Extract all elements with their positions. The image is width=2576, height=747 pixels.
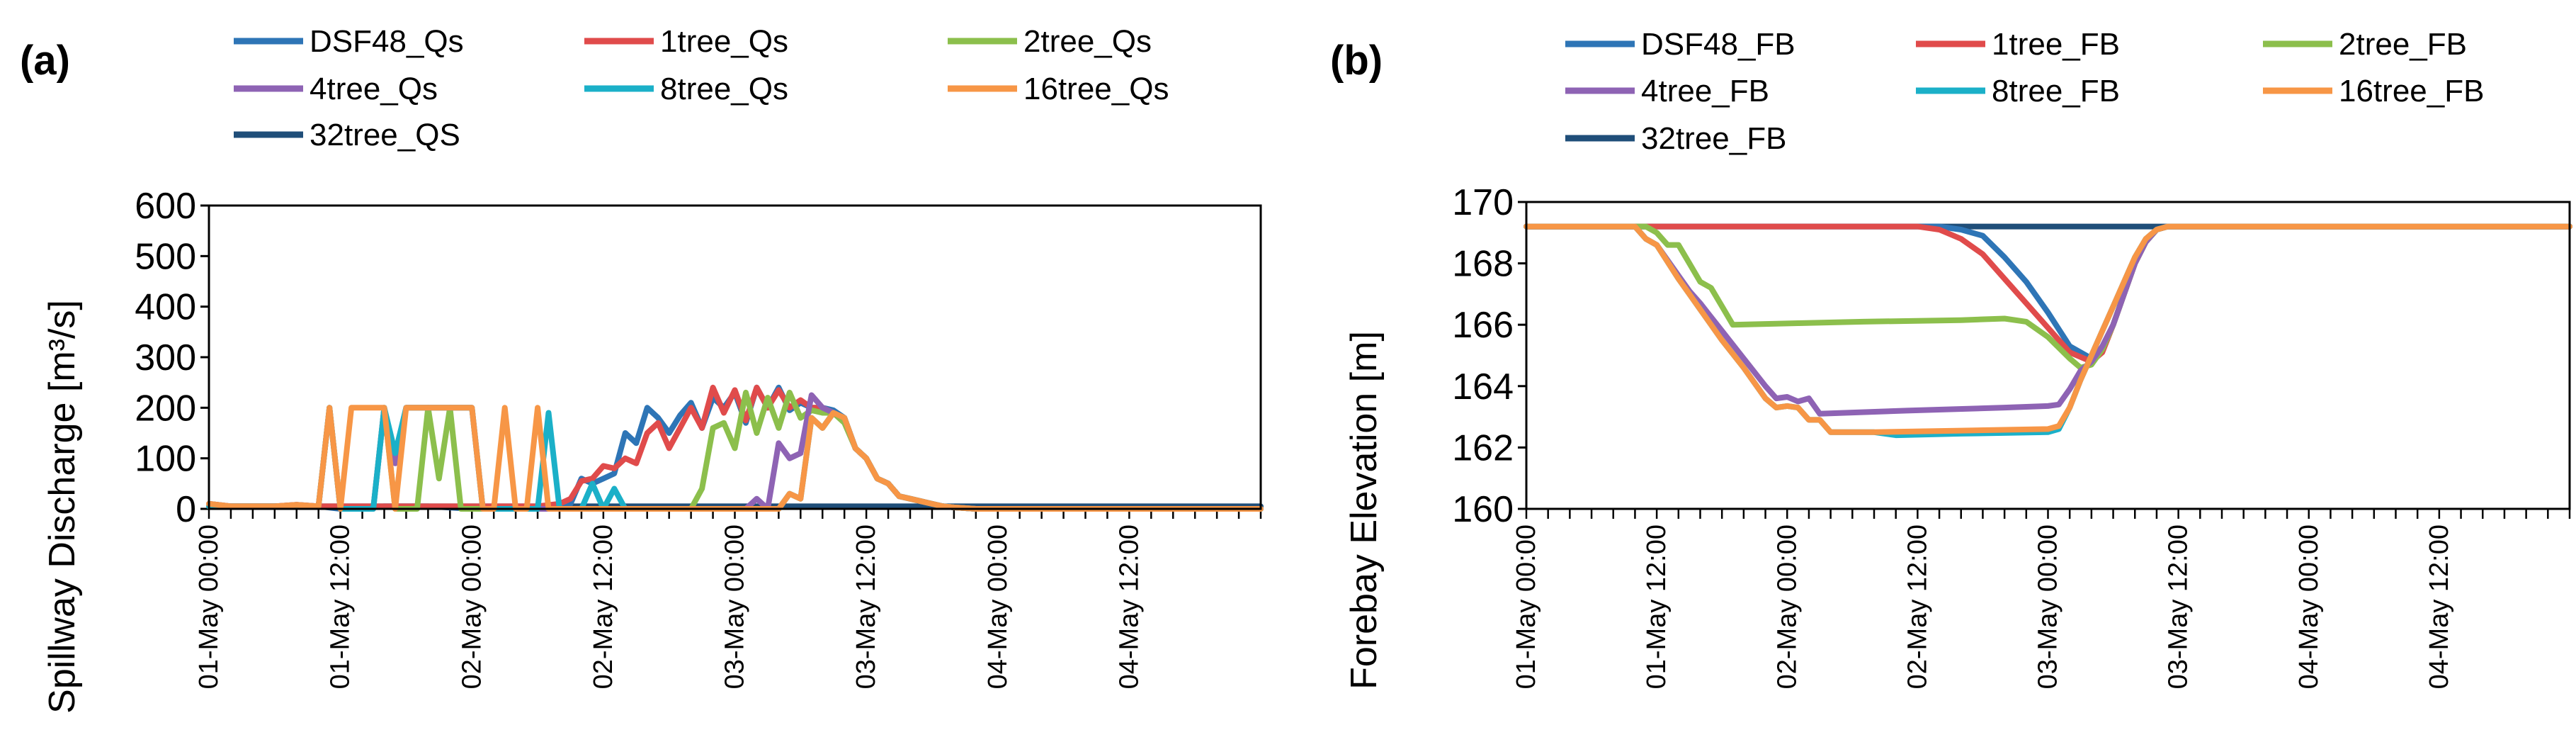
y-tick-label: 160: [1452, 489, 1514, 530]
y-tick-label: 162: [1452, 427, 1514, 468]
panel-b-label: (b): [1330, 38, 1383, 84]
y-tick-label: 166: [1452, 305, 1514, 346]
x-tick-label: 04-May 00:00: [2294, 524, 2324, 689]
x-tick-label: 04-May 00:00: [983, 524, 1013, 689]
series-line-16tree_qs: [206, 405, 1264, 512]
x-tick-label: 03-May 12:00: [2164, 524, 2194, 689]
panel-b-ylabel: Forebay Elevation [m]: [1344, 331, 1385, 690]
panel-a-legend: DSF48_Qs 1tree_Qs 2tree_Qs 4tree_Qs 8tree_Qs…: [234, 24, 1169, 152]
legend-label-8tree_fb: 8tree_FB: [1992, 74, 2120, 108]
legend-label-4tree_qs: 4tree_Qs: [310, 72, 438, 106]
y-tick-label: 168: [1452, 244, 1514, 285]
panel-b-ticks: 160 162 164 166 168 170 01-May 00:00 01-May 12:…: [1452, 182, 2571, 689]
x-tick-label: 04-May 12:00: [2424, 524, 2454, 689]
y-tick-label: 400: [135, 287, 196, 328]
panel-b-series: [1524, 223, 2572, 439]
plot-frame: [1525, 201, 2571, 510]
y-tick-label: 200: [135, 388, 196, 429]
y-tick-label: 300: [135, 337, 196, 378]
x-tick-label: 02-May 00:00: [1772, 524, 1802, 689]
x-tick-label: 01-May 00:00: [1511, 524, 1541, 689]
series-line-4tree_qs: [206, 392, 1264, 512]
legend-label-1tree_qs: 1tree_Qs: [660, 24, 788, 59]
y-tick-label: 500: [135, 236, 196, 277]
series-line-16tree_fb: [1524, 223, 2572, 435]
panel-b-axes: [1525, 201, 2571, 510]
legend-label-2tree_fb: 2tree_FB: [2339, 27, 2467, 62]
panel-a-discharge: (a) DSF48_Qs 1tree_Qs 2tree_Qs 4tree_Qs 8tre…: [20, 24, 1264, 714]
x-tick-label: 01-May 12:00: [1642, 524, 1672, 689]
legend-label-16tree_fb: 16tree_FB: [2339, 74, 2484, 108]
legend-label-32tree_fb: 32tree_FB: [1641, 121, 1786, 156]
legend-label-8tree_qs: 8tree_Qs: [660, 72, 788, 106]
x-tick-label: 02-May 12:00: [589, 524, 618, 689]
y-tick-label: 170: [1452, 182, 1514, 223]
x-tick-label: 03-May 12:00: [851, 524, 881, 689]
legend-label-1tree_fb: 1tree_FB: [1992, 27, 2120, 62]
x-tick-label: 02-May 00:00: [457, 524, 487, 689]
series-line-8tree_qs: [206, 405, 1264, 512]
x-tick-label: 03-May 00:00: [720, 524, 750, 689]
x-tick-label: 04-May 12:00: [1114, 524, 1144, 689]
x-tick-label: 01-May 00:00: [194, 524, 224, 689]
plot-frame: [208, 204, 1262, 510]
panel-a-axes: [208, 204, 1262, 510]
y-tick-label: 600: [135, 186, 196, 227]
y-tick-label: 0: [176, 489, 196, 530]
panel-b-legend: DSF48_FB 1tree_FB 2tree_FB 4tree_FB 8tree_FB…: [1565, 27, 2484, 156]
y-tick-label: 164: [1452, 366, 1514, 408]
legend-label-32tree_qs: 32tree_QS: [310, 118, 460, 152]
legend-label-dsf48_qs: DSF48_Qs: [310, 24, 464, 59]
panel-a-ylabel: Spillway Discharge [m³/s]: [42, 300, 83, 714]
series-line-2tree_fb: [1524, 223, 2572, 371]
legend-label-16tree_qs: 16tree_Qs: [1023, 72, 1169, 106]
panel-b-forebay: (b) DSF48_FB 1tree_FB 2tree_FB 4tree_FB 8tre…: [1330, 27, 2572, 690]
panel-a-label: (a): [20, 38, 70, 84]
panel-a-ticks: 0 100 200 300 400 500 600 01-May 00:00 01-May 12…: [135, 186, 1262, 689]
legend-label-2tree_qs: 2tree_Qs: [1023, 24, 1152, 59]
y-tick-label: 100: [135, 439, 196, 480]
legend-label-4tree_fb: 4tree_FB: [1641, 74, 1769, 108]
x-tick-label: 01-May 12:00: [326, 524, 356, 689]
legend-label-dsf48_fb: DSF48_FB: [1641, 27, 1795, 62]
x-tick-label: 02-May 12:00: [1902, 524, 1932, 689]
x-tick-label: 03-May 00:00: [2033, 524, 2063, 689]
panel-a-series: [206, 384, 1264, 512]
